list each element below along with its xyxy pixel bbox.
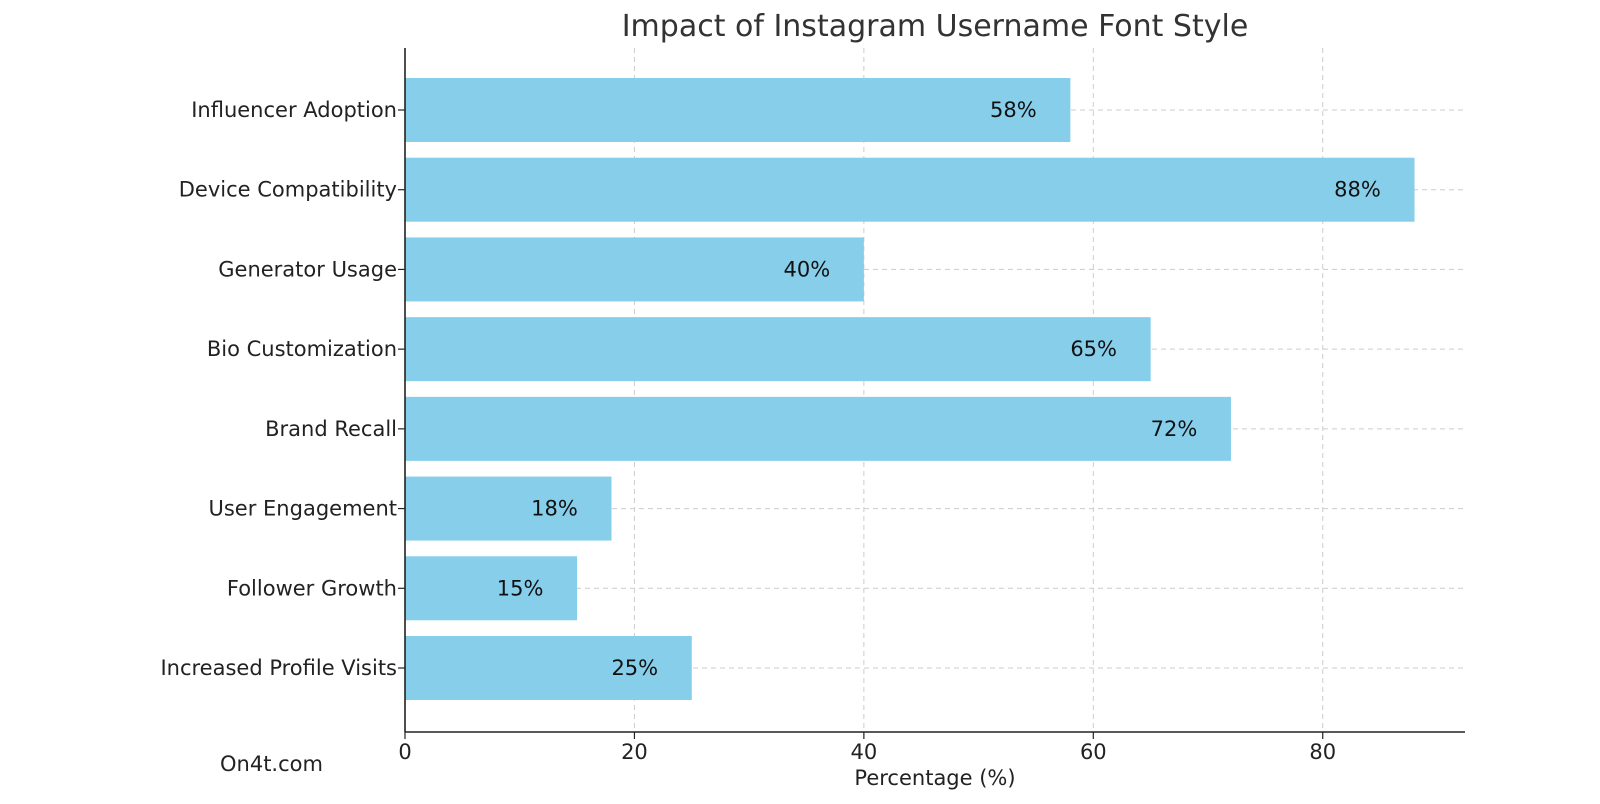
bar (405, 476, 612, 541)
data-label: 15% (497, 576, 544, 600)
data-label: 72% (1151, 417, 1198, 441)
bar (405, 556, 578, 621)
watermark-text: On4t.com (220, 752, 323, 776)
chart-title: Impact of Instagram Username Font Style (622, 9, 1249, 44)
x-tick-label: 40 (851, 740, 878, 764)
y-tick-label: Generator Usage (218, 257, 397, 281)
y-tick-label: User Engagement (209, 497, 398, 521)
bar (405, 396, 1231, 461)
x-tick-label: 80 (1309, 740, 1336, 764)
x-tick-label: 20 (621, 740, 648, 764)
y-tick-label: Follower Growth (227, 576, 397, 600)
y-tick-label: Increased Profile Visits (160, 656, 397, 680)
y-tick-label: Bio Customization (207, 337, 397, 361)
x-tick-label: 0 (398, 740, 411, 764)
bar (405, 317, 1151, 382)
bar (405, 636, 692, 700)
bar (405, 237, 864, 302)
data-label: 65% (1070, 337, 1117, 361)
bar-layer (405, 78, 1415, 700)
data-label: 40% (784, 257, 831, 281)
bar (405, 157, 1415, 222)
axis-layer: Increased Profile Visits Follower Growth U… (160, 48, 1465, 764)
data-label-layer: 25% 15% 18% 72% 65% 40% 88% 58% (497, 98, 1381, 680)
y-tick-label: Brand Recall (265, 417, 397, 441)
y-tick-label: Influencer Adoption (191, 98, 397, 122)
data-label: 58% (990, 98, 1037, 122)
x-axis-label: Percentage (%) (854, 766, 1015, 790)
data-label: 18% (531, 497, 578, 521)
y-tick-label: Device Compatibility (179, 178, 397, 202)
data-label: 25% (611, 656, 658, 680)
grid-layer (405, 48, 1465, 732)
x-tick-label: 60 (1080, 740, 1107, 764)
bar (405, 78, 1071, 142)
data-label: 88% (1334, 178, 1381, 202)
